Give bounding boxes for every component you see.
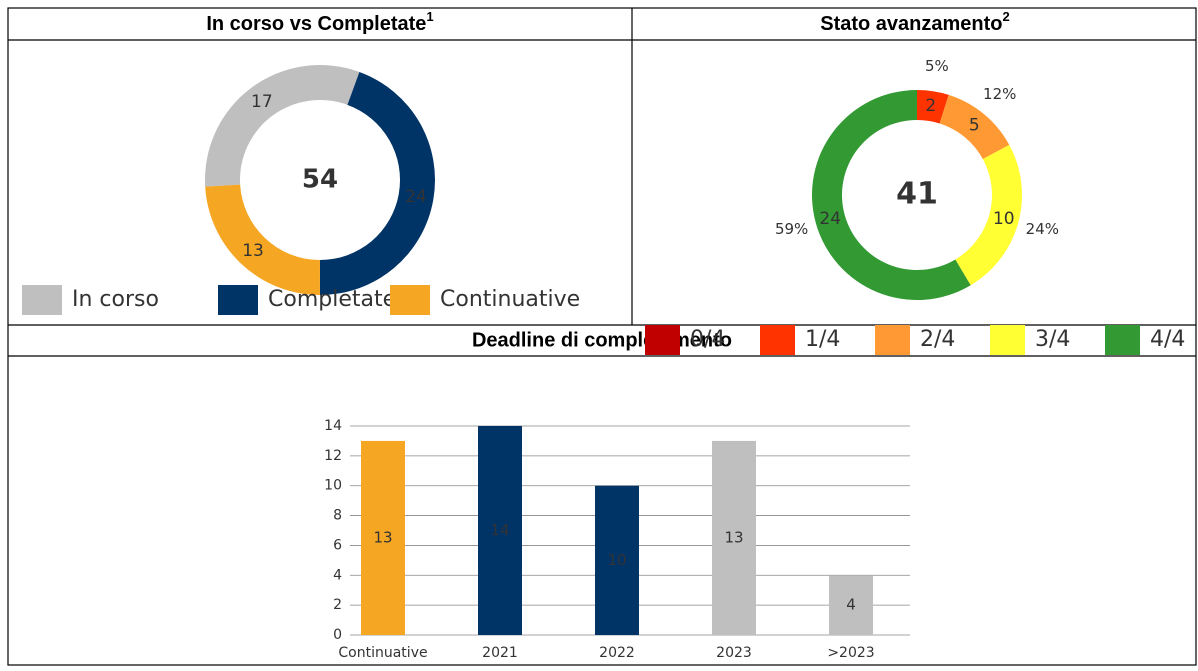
y-tick-label: 0 xyxy=(333,627,342,643)
legend-label: Continuative xyxy=(440,287,580,312)
x-tick-label: Continuative xyxy=(338,645,427,661)
x-tick-label: 2022 xyxy=(599,645,635,661)
slice-label: 2 xyxy=(925,96,936,116)
chart-title: Stato avanzamento2 xyxy=(820,9,1010,35)
legend-label: 1/4 xyxy=(805,327,840,352)
legend-label: 2/4 xyxy=(920,327,955,352)
title-superscript: 1 xyxy=(426,9,433,24)
legend-label: 0/4 xyxy=(690,327,725,352)
y-tick-label: 4 xyxy=(333,567,342,583)
slice-label: 5 xyxy=(969,116,980,136)
legend-label: In corso xyxy=(72,287,159,312)
bar xyxy=(829,575,873,635)
title-text: Stato avanzamento xyxy=(820,13,1002,35)
legend-swatch xyxy=(760,325,795,355)
legend-swatch xyxy=(1105,325,1140,355)
title-text: In corso vs Completate xyxy=(206,13,426,35)
bar-label: 14 xyxy=(490,521,509,539)
donut-slice xyxy=(319,71,435,295)
slice-label: 24 xyxy=(405,187,427,207)
bar xyxy=(712,440,756,635)
donut-slice xyxy=(205,65,360,187)
bar-label: 13 xyxy=(373,528,392,546)
legend-swatch xyxy=(390,285,430,315)
percentage-label: 59% xyxy=(775,220,808,238)
percentage-label: 24% xyxy=(1026,220,1059,238)
slice-label: 10 xyxy=(993,209,1015,229)
donut-total: 41 xyxy=(896,177,938,212)
legend-swatch xyxy=(875,325,910,355)
legend-swatch xyxy=(645,325,680,355)
y-tick-label: 8 xyxy=(333,508,342,524)
legend-swatch xyxy=(218,285,258,315)
bar-label: 13 xyxy=(724,528,743,546)
y-tick-label: 10 xyxy=(324,478,342,494)
legend-label: 4/4 xyxy=(1150,327,1185,352)
y-tick-label: 12 xyxy=(324,448,342,464)
slice-label: 13 xyxy=(242,241,264,261)
donut-total: 54 xyxy=(302,165,338,195)
percentage-label: 12% xyxy=(983,85,1016,103)
legend-swatch xyxy=(22,285,62,315)
bar-label: 4 xyxy=(846,596,856,614)
y-tick-label: 2 xyxy=(333,597,342,613)
legend-swatch xyxy=(990,325,1025,355)
x-tick-label: 2021 xyxy=(482,645,518,661)
donut-slice xyxy=(917,90,949,124)
bar xyxy=(361,440,405,635)
y-tick-label: 6 xyxy=(333,537,342,553)
slice-label: 17 xyxy=(251,92,273,112)
bar xyxy=(478,426,522,635)
y-tick-label: 14 xyxy=(324,418,342,434)
x-tick-label: >2023 xyxy=(827,645,874,661)
x-tick-label: 2023 xyxy=(716,645,752,661)
percentage-label: 5% xyxy=(925,57,949,75)
chart-title: In corso vs Completate1 xyxy=(206,9,433,35)
legend-label: Completate xyxy=(268,287,396,312)
table-border xyxy=(7,7,1197,666)
donut-slice xyxy=(955,144,1022,286)
bar-label: 10 xyxy=(607,551,626,569)
donut-slice xyxy=(812,90,971,300)
donut-slice xyxy=(939,94,1010,160)
legend-label: 3/4 xyxy=(1035,327,1070,352)
title-superscript: 2 xyxy=(1003,9,1010,24)
bar xyxy=(595,485,639,635)
donut-slice xyxy=(205,184,320,295)
slice-label: 24 xyxy=(819,209,841,229)
